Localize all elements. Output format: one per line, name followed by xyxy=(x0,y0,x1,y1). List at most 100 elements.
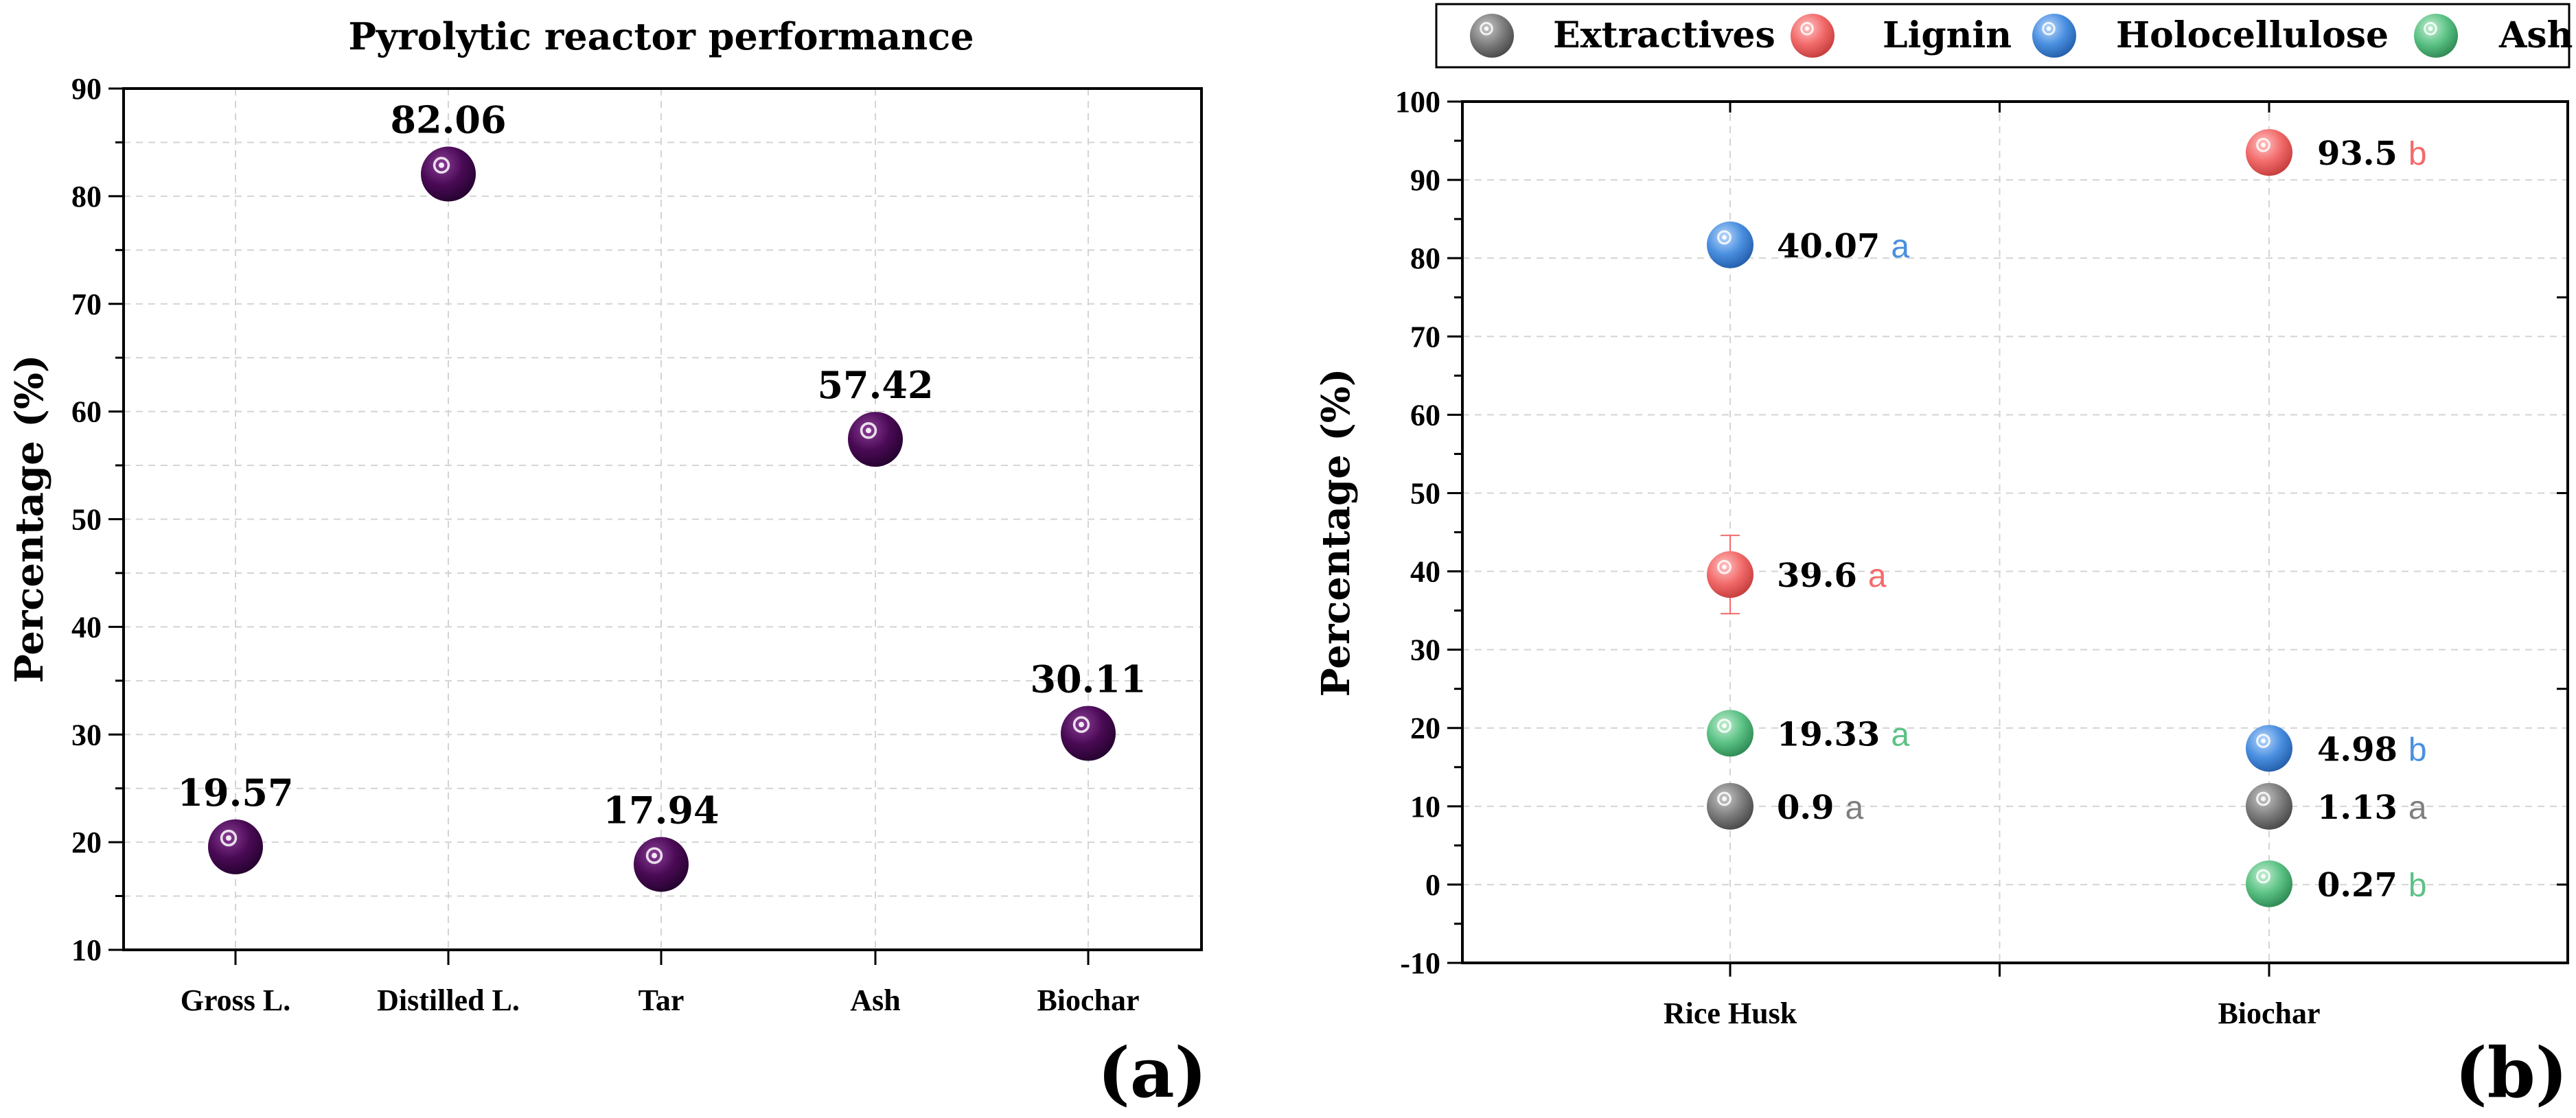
data-point-holocellulose xyxy=(1707,221,1753,268)
data-point-highlight xyxy=(433,156,450,174)
data-point-ash xyxy=(1707,710,1753,757)
legend-marker-lignin-highlight-core xyxy=(1804,26,1810,31)
legend-marker-ash-body xyxy=(2414,14,2458,58)
y-tick-label: 20 xyxy=(71,826,102,859)
legend-marker-ash xyxy=(2414,14,2458,58)
x-tick-label: Gross L. xyxy=(181,983,291,1017)
data-point-ash xyxy=(2246,860,2292,907)
data-point xyxy=(421,146,476,202)
data-points: 0.9 a 1.13 a 39.6 a 93.5 b 40.07 a 4.98 b 19.33 a 0.27… xyxy=(1707,129,2427,907)
y-axis-label: Percentage (%) xyxy=(7,355,52,684)
x-tick-label: Biochar xyxy=(1037,983,1139,1017)
y-tick-label: 30 xyxy=(1410,633,1440,667)
data-point-body xyxy=(208,819,263,874)
significance-letter: a xyxy=(1891,717,1909,753)
y-tick-label: 40 xyxy=(1410,555,1440,589)
panel-b: Extractives Lignin Holocellulose Ash -10 0 10… xyxy=(1313,3,2573,1113)
significance-letter: b xyxy=(2408,136,2427,172)
y-axis-label: Percentage (%) xyxy=(1313,369,1359,697)
data-point-extractives-highlight xyxy=(2256,791,2270,806)
x-tick-label: Biochar xyxy=(2218,997,2320,1030)
y-tick-label: 10 xyxy=(71,933,102,967)
data-point-extractives-body xyxy=(2246,782,2292,830)
data-label-extractives: 1.13 a xyxy=(2317,789,2427,827)
y-tick-label: 30 xyxy=(71,718,102,752)
data-label-extractives: 0.9 a xyxy=(1777,789,1864,827)
legend-marker-extractives-body xyxy=(1470,14,1514,58)
data-point-extractives xyxy=(1707,782,1753,830)
legend-marker-extractives-highlight-core xyxy=(1484,26,1489,31)
y-tick-label: 0 xyxy=(1425,868,1440,902)
legend-marker-holocellulose-highlight-core xyxy=(2046,26,2051,31)
x-axis: Gross L. Distilled L. Tar Ash Biochar xyxy=(181,950,1140,1017)
data-point xyxy=(634,837,689,892)
panel-label: (b) xyxy=(2454,1032,2568,1113)
significance-letter: b xyxy=(2408,867,2427,904)
data-point-lignin-body xyxy=(1707,551,1753,598)
data-label: 17.94 xyxy=(603,788,719,832)
y-tick-label: 80 xyxy=(71,180,102,213)
data-label: 57.42 xyxy=(817,363,933,407)
data-point-highlight-core xyxy=(652,852,657,859)
significance-letter: a xyxy=(1868,558,1887,594)
legend-marker-lignin-highlight xyxy=(1800,21,1814,36)
data-label-lignin: 39.6 a xyxy=(1777,557,1887,595)
data-point-ash-highlight-core xyxy=(1722,723,1727,728)
data-point-body xyxy=(634,837,689,892)
data-point-highlight-core xyxy=(439,162,444,168)
x-tick-label: Distilled L. xyxy=(377,983,520,1017)
data-point-holocellulose-body xyxy=(1707,221,1753,268)
legend-label-holocellulose: Holocellulose xyxy=(2116,14,2389,56)
y-tick-label: 100 xyxy=(1395,85,1440,119)
y-tick-label: 80 xyxy=(1410,242,1440,275)
data-label-ash: 0.27 b xyxy=(2317,866,2427,905)
data-point-highlight xyxy=(645,847,663,864)
y-tick-label: 90 xyxy=(1410,163,1440,197)
legend-marker-lignin xyxy=(1791,14,1835,58)
data-point-lignin xyxy=(1707,551,1753,598)
data-label-holocellulose: 4.98 b xyxy=(2317,730,2427,769)
data-point-holocellulose xyxy=(2246,725,2292,772)
legend-frame xyxy=(1435,3,2571,69)
data-point-highlight xyxy=(220,829,238,847)
data-point-lignin xyxy=(2246,129,2292,176)
legend-label-lignin: Lignin xyxy=(1883,14,2012,56)
data-point-lignin-body xyxy=(2246,129,2292,176)
data-point-holocellulose-highlight-core xyxy=(2261,738,2266,743)
data-point-ash-highlight-core xyxy=(2261,874,2266,879)
data-point xyxy=(848,412,903,467)
value-label: 1.13 xyxy=(2317,789,2397,827)
y-tick-label: 90 xyxy=(71,72,102,106)
y-tick-label: 40 xyxy=(71,610,102,644)
grid-lines xyxy=(1462,102,2568,963)
y-tick-label: 50 xyxy=(1410,476,1440,510)
chart-title: Pyrolytic reactor performance xyxy=(348,14,974,58)
data-point-extractives xyxy=(2246,782,2292,830)
data-points: 19.57 82.06 17.94 57.42 30.11 xyxy=(177,98,1147,892)
legend-marker-ash-highlight-core xyxy=(2428,26,2433,31)
grid-lines xyxy=(124,89,1201,950)
data-point-highlight xyxy=(860,422,877,439)
significance-letter: a xyxy=(1891,229,1909,265)
significance-letter: a xyxy=(1845,790,1864,826)
legend-label-ash: Ash xyxy=(2498,14,2573,56)
data-point-lignin-highlight-core xyxy=(2261,142,2266,148)
plot-frame xyxy=(1461,100,2569,964)
data-point-ash-highlight xyxy=(1717,719,1732,733)
y-tick-label: 50 xyxy=(71,503,102,537)
data-point xyxy=(1061,706,1116,761)
data-point-highlight xyxy=(1072,716,1090,733)
data-label-ash: 19.33 a xyxy=(1777,715,1909,754)
data-point-extractives-highlight xyxy=(1717,791,1732,806)
data-point-lignin-highlight xyxy=(1717,559,1732,574)
panel-label: (a) xyxy=(1098,1032,1207,1113)
data-point-ash-body xyxy=(2246,860,2292,907)
significance-letter: b xyxy=(2408,732,2427,768)
value-label: 0.9 xyxy=(1777,789,1835,827)
data-point-extractives-body xyxy=(1707,782,1753,830)
value-label: 93.5 xyxy=(2317,135,2397,173)
legend: Extractives Lignin Holocellulose Ash xyxy=(1435,3,2573,69)
data-point-extractives-highlight-core xyxy=(1722,796,1727,802)
